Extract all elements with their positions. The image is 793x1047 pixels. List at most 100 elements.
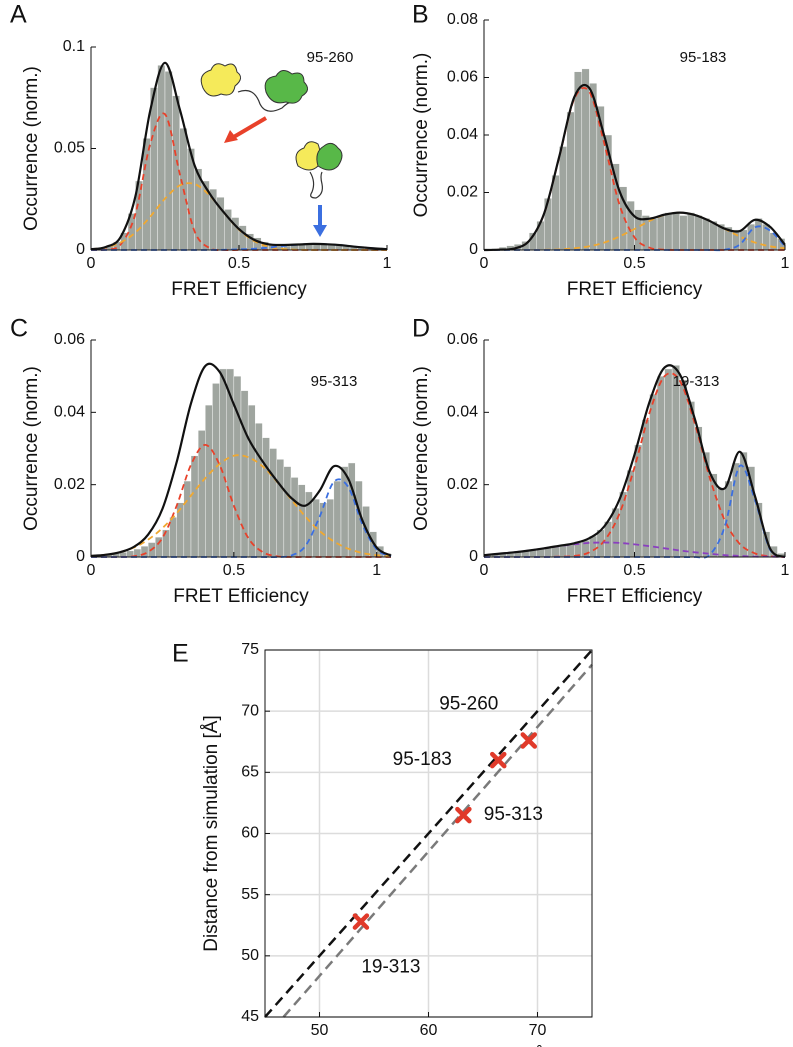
y-tick-label: 0.04	[54, 404, 85, 421]
bar	[247, 404, 256, 558]
bar	[559, 146, 567, 251]
y-axis-label: Occurrence (norm.)	[21, 66, 42, 231]
total-fit	[483, 364, 786, 559]
bar	[589, 535, 598, 558]
reference-line	[264, 649, 593, 1018]
bar	[205, 404, 213, 558]
bar	[724, 480, 733, 558]
bar	[679, 215, 688, 251]
y-tick-label: 50	[241, 947, 259, 964]
bar	[686, 401, 695, 558]
y-tick-label: 0	[76, 548, 85, 565]
bar	[747, 223, 756, 251]
panel-letter: D	[412, 315, 430, 343]
bar	[290, 477, 299, 558]
panel-letter: A	[10, 1, 27, 29]
bar	[717, 488, 726, 558]
bar	[619, 491, 628, 558]
x-tick-label: 1	[781, 255, 790, 272]
point-label: 95-313	[484, 804, 543, 825]
total-fit	[90, 362, 392, 558]
y-axis-label: Distance from simulation [Å]	[201, 715, 222, 952]
x-tick-label: 1	[372, 562, 381, 579]
x-axis-label: FRET Efficiency	[567, 279, 703, 300]
linker	[237, 89, 293, 112]
panel: A 95-260 0 0.5 1 0 0.05 0.1 FRET Efficiency Occur…	[10, 1, 392, 300]
panel: B 95-183 0 0.5 1 0 0.02 0.04 0.06 0.08 FRET Effici…	[411, 1, 790, 300]
panel-letter: C	[10, 315, 28, 343]
x-tick-label: 1	[781, 562, 790, 579]
y-tick-label: 55	[241, 886, 259, 903]
point	[520, 732, 538, 749]
y-tick-label: 65	[241, 764, 259, 781]
bar	[297, 484, 306, 558]
y-axis-label: Occurrence (norm.)	[411, 366, 432, 531]
y-tick-label: 0	[76, 241, 85, 258]
point	[490, 751, 507, 769]
x-tick-label: 0.5	[623, 255, 645, 272]
bar	[641, 419, 650, 558]
bar	[190, 455, 199, 558]
x-tick-label: 0.5	[228, 255, 250, 272]
bar	[262, 437, 270, 558]
panel-letter: B	[412, 1, 429, 29]
bar	[649, 218, 658, 251]
total-fit	[90, 61, 388, 251]
y-tick-label: 0.02	[447, 476, 478, 493]
domain-yellow	[295, 141, 321, 171]
y-tick-label: 0.1	[63, 38, 85, 55]
bar	[183, 480, 192, 558]
bar	[219, 368, 227, 558]
y-tick-label: 0	[469, 241, 478, 258]
y-tick-label: 0.06	[447, 331, 478, 348]
annotation: 95-183	[680, 49, 727, 66]
bar	[326, 498, 335, 558]
panel: D 19-313 0 0.5 1 0 0.02 0.04 0.06 FRET Efficiency…	[411, 315, 790, 607]
y-axis-label: Occurrence (norm.)	[411, 53, 432, 218]
bar	[664, 368, 673, 558]
bar	[319, 502, 327, 558]
x-tick-label: 60	[420, 1022, 438, 1039]
bar	[276, 459, 285, 558]
bar	[656, 215, 665, 251]
y-axis-label: Occurrence (norm.)	[21, 366, 42, 531]
annotation: 19-313	[673, 373, 720, 390]
point	[455, 806, 472, 824]
y-tick-label: 0.06	[447, 69, 478, 86]
bar	[240, 390, 249, 558]
panel-letter: E	[172, 640, 189, 668]
y-tick-label: 0	[469, 548, 478, 565]
bar	[581, 68, 590, 251]
y-tick-label: 70	[241, 702, 259, 719]
bar	[604, 521, 613, 558]
component-fit	[483, 541, 786, 558]
y-tick-label: 0.04	[447, 126, 478, 143]
bar	[671, 212, 680, 251]
domain-green	[316, 142, 343, 171]
bar	[340, 466, 349, 558]
bar	[149, 87, 158, 251]
x-tick-label: 0	[480, 255, 489, 272]
bar	[656, 375, 665, 558]
annotation: 95-313	[311, 373, 358, 390]
panel: C 95-313 0 0.5 1 0 0.02 0.04 0.06 FRET Efficiency…	[10, 315, 392, 607]
point-label: 95-260	[439, 694, 498, 715]
bar	[664, 212, 673, 251]
y-tick-label: 0.08	[447, 11, 478, 28]
y-tick-label: 0.02	[54, 476, 85, 493]
panel: E 19-313 95-313 95-183 95-260 50 60 70 45 50 55 60 6…	[172, 640, 593, 1047]
bar	[162, 529, 170, 558]
bar	[255, 422, 263, 558]
x-tick-label: 1	[383, 255, 392, 272]
point-label: 19-313	[361, 957, 420, 978]
component-fit	[90, 454, 392, 558]
y-tick-label: 60	[241, 825, 259, 842]
reference-line	[282, 663, 593, 1018]
bar	[694, 215, 703, 251]
bar	[649, 394, 658, 558]
x-tick-label: 0	[87, 255, 96, 272]
bar	[283, 466, 292, 558]
x-tick-label: 50	[311, 1022, 329, 1039]
bar	[157, 65, 166, 251]
point	[352, 913, 370, 930]
